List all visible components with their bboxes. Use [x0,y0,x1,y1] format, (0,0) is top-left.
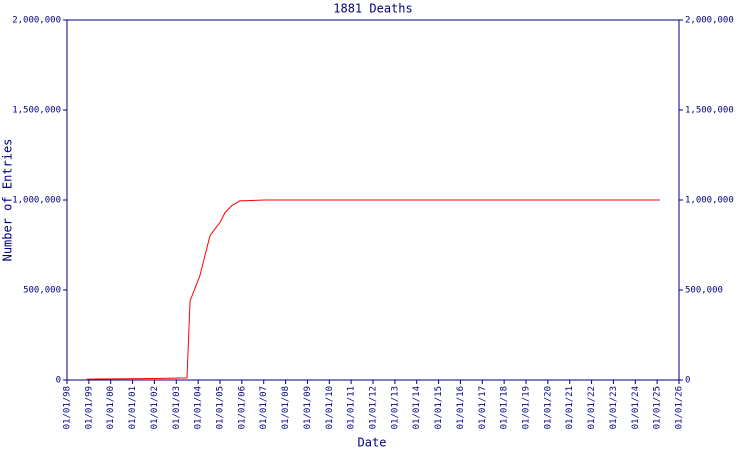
x-tick-label: 01/01/03 [172,386,182,429]
x-tick-label: 01/01/10 [325,386,335,429]
y-tick-label: 1,500,000 [12,106,61,116]
y2-tick-label: 1,000,000 [685,196,734,206]
x-tick-label: 01/01/19 [522,386,532,429]
y2-tick-label: 1,500,000 [685,106,734,116]
chart-title: 1881 Deaths [333,2,412,16]
x-tick-label: 01/01/22 [587,386,597,429]
x-tick-label: 01/01/09 [303,386,313,429]
x-tick-label: 01/01/24 [631,386,641,429]
x-tick-label: 01/01/25 [653,386,663,429]
x-tick-label: 01/01/17 [478,386,488,429]
x-tick-label: 01/01/18 [500,386,510,429]
x-tick-label: 01/01/23 [609,386,619,429]
x-tick-label: 01/01/04 [194,386,204,429]
x-tick-label: 01/01/01 [128,386,138,429]
x-tick-label: 01/01/11 [347,386,357,429]
y2-tick-label: 2,000,000 [685,16,734,26]
x-tick-label: 01/01/12 [369,386,379,429]
x-tick-label: 01/01/00 [106,386,116,429]
x-tick-label: 01/01/21 [565,386,575,429]
x-axis-label: Date [358,436,387,450]
data-line [86,199,660,380]
x-tick-label: 01/01/13 [390,386,400,429]
x-tick-label: 01/01/16 [456,386,466,429]
x-tick-label: 01/01/98 [63,386,73,429]
x-tick-label: 01/01/08 [281,386,291,429]
x-tick-label: 01/01/99 [84,386,94,429]
x-tick-label: 01/01/26 [675,386,685,429]
x-tick-label: 01/01/20 [543,386,553,429]
y-axis-label: Number of Entries [1,139,15,262]
x-tick-label: 01/01/06 [237,386,247,429]
x-tick-label: 01/01/07 [259,386,269,429]
x-tick-label: 01/01/15 [434,386,444,429]
y-tick-label: 1,000,000 [12,196,61,206]
x-tick-label: 01/01/02 [150,386,160,429]
y-tick-label: 0 [56,376,61,386]
y-tick-label: 2,000,000 [12,16,61,26]
y2-tick-label: 0 [685,376,690,386]
x-tick-label: 01/01/05 [216,386,226,429]
x-tick-label: 01/01/14 [412,386,422,429]
y-tick-label: 500,000 [23,286,61,296]
y2-tick-label: 500,000 [685,286,723,296]
